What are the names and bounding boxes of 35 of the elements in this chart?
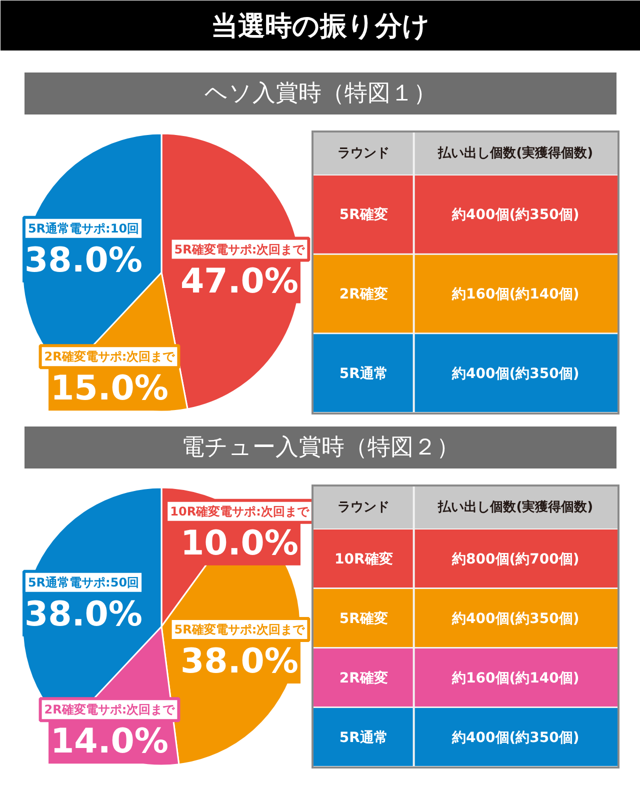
slice-label: 10R確変電サポ:次回まで xyxy=(170,504,310,518)
chart-title: 当選時の振り分け xyxy=(211,11,430,42)
text: 約400個(約350個) xyxy=(452,207,580,224)
slice-label: 5R通常電サポ:10回 xyxy=(28,221,140,236)
text: ラウンド xyxy=(338,146,390,161)
category-label: 10R確変 xyxy=(334,550,393,568)
data-label: 47.0% xyxy=(180,261,298,302)
slice-label: 5R通常電サポ:50回 xyxy=(28,575,140,590)
text: 約400個(約350個) xyxy=(452,610,580,627)
slice-label: 5R確変電サポ:次回まで xyxy=(174,242,306,256)
text: 約800個(約700個) xyxy=(452,551,580,568)
data-label: 14.0% xyxy=(50,722,168,762)
category-label: 2R確変 xyxy=(339,669,388,686)
text: 約160個(約140個) xyxy=(452,670,580,686)
text: ラウンド xyxy=(338,500,390,515)
category-label: 5R確変 xyxy=(339,610,388,627)
chart-subtitle: ヘソ入賞時（特図１） xyxy=(204,80,436,106)
data-label: 15.0% xyxy=(50,368,168,409)
slice-label: 2R確変電サポ:次回まで xyxy=(44,350,176,364)
chart-title: 電チュー入賞時（特図２） xyxy=(182,434,460,460)
text: 約400個(約350個) xyxy=(452,730,580,746)
text: 払い出し個数(実獲得個数) xyxy=(437,145,594,161)
data-label: 38.0% xyxy=(24,594,142,634)
text: 約400個(約350個) xyxy=(452,366,580,382)
data-label: 38.0% xyxy=(24,240,142,280)
slice-label: 5R確変電サポ:次回まで xyxy=(174,622,306,637)
category-label: 5R通常 xyxy=(339,728,388,746)
text: 約160個(約140個) xyxy=(452,286,580,302)
data-label: 10.0% xyxy=(180,523,298,564)
category-label: 5R確変 xyxy=(339,206,388,224)
category-label: 2R確変 xyxy=(339,286,388,302)
slice-label: 2R確変電サポ:次回まで xyxy=(44,702,176,717)
text: 払い出し個数(実獲得個数) xyxy=(437,499,594,515)
data-label: 38.0% xyxy=(180,642,298,682)
category-label: 5R通常 xyxy=(339,364,388,382)
